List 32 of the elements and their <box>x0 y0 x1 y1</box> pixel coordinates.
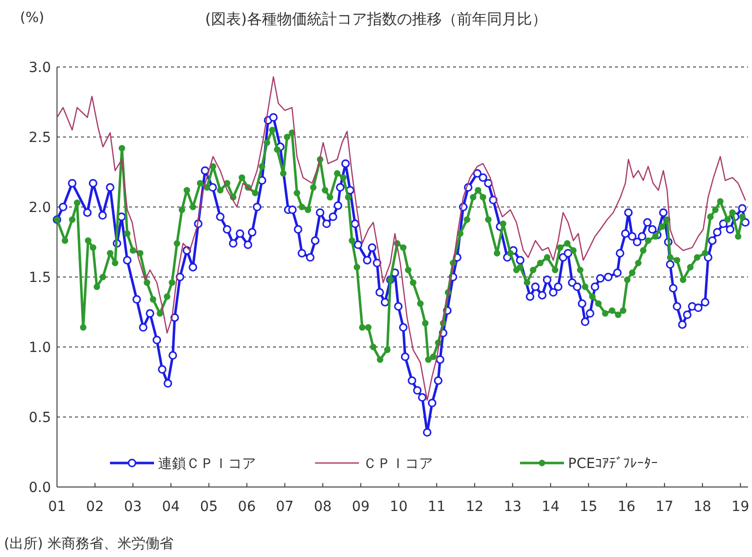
x-tick-label: 10 <box>390 499 408 515</box>
x-tick-label: 13 <box>504 499 522 515</box>
x-tick-label: 14 <box>542 499 560 515</box>
chart-title: (図表)各種物価統計コア指数の推移（前年同月比） <box>205 10 547 28</box>
x-tick-label: 17 <box>656 499 674 515</box>
y-tick-label: 0.0 <box>28 480 51 496</box>
legend-label: 連鎖ＣＰＩコア <box>158 456 256 472</box>
y-tick-label: 2.0 <box>28 200 51 216</box>
x-tick-label: 19 <box>731 499 750 515</box>
y-tick-label: 1.0 <box>28 340 51 356</box>
x-tick-label: 02 <box>86 499 104 515</box>
x-tick-label: 15 <box>580 499 598 515</box>
x-tick-label: 11 <box>428 499 446 515</box>
x-tick-label: 05 <box>200 499 218 515</box>
x-tick-label: 03 <box>124 499 142 515</box>
y-axis-title: (%) <box>20 10 44 26</box>
y-tick-label: 3.0 <box>28 60 51 76</box>
text: (出所) 米商務省、米労働省 <box>4 536 174 552</box>
y-tick-label: 2.5 <box>28 130 51 146</box>
x-tick-label: 08 <box>314 499 332 515</box>
x-tick-label: 12 <box>466 499 484 515</box>
x-tick-label: 07 <box>276 499 294 515</box>
x-tick-label: 16 <box>618 499 636 515</box>
y-tick-label: 0.5 <box>28 410 51 426</box>
y-tick-label: 1.5 <box>28 270 51 286</box>
x-tick-label: 18 <box>694 499 712 515</box>
x-tick-label: 01 <box>48 499 66 515</box>
x-tick-label: 09 <box>352 499 370 515</box>
legend-label: PCEｺｱﾃﾞﾌﾚｰﾀｰ <box>568 456 658 472</box>
x-tick-label: 06 <box>238 499 256 515</box>
legend-label: ＣＰＩコア <box>363 456 433 472</box>
x-tick-label: 04 <box>162 499 180 515</box>
